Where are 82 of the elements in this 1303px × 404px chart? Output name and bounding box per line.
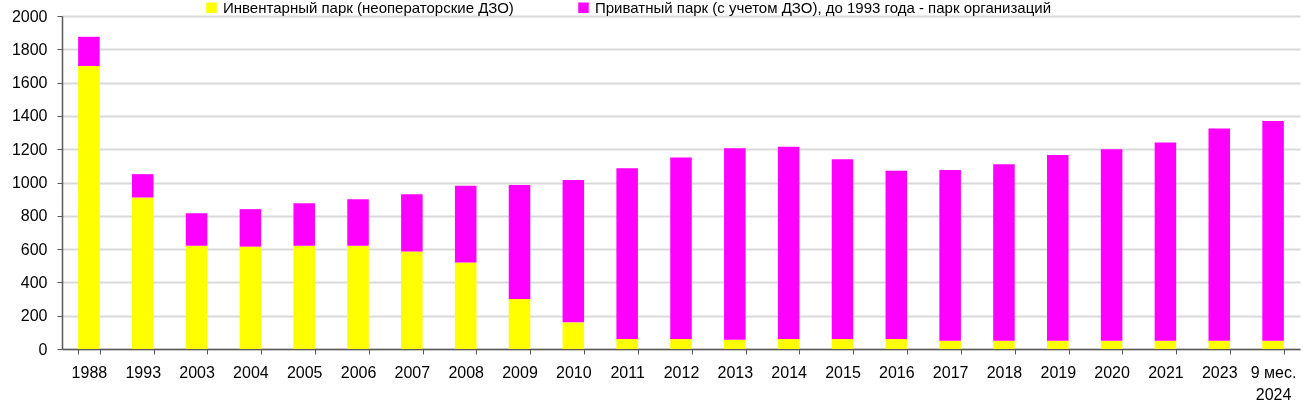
x-tick-label: 2003 (179, 363, 215, 381)
bar (293, 245, 315, 349)
bar (347, 199, 369, 246)
y-tick-label: 1200 (11, 140, 48, 158)
bar (185, 213, 208, 246)
y-tick-label: 800 (20, 207, 48, 225)
bar (1154, 340, 1177, 349)
legend-label: Приватный парк (с учетом ДЗО), до 1993 года - парк организаций (595, 0, 1052, 16)
x-tick-label: 2005 (286, 363, 323, 381)
x-tick-label: 2004 (233, 363, 269, 381)
x-tick-label: 9 мес. 2024 (1250, 363, 1297, 403)
x-tick-label: 2020 (1094, 363, 1131, 381)
bar (508, 299, 531, 349)
x-tick-label: 2016 (879, 363, 915, 381)
y-tick-label: 0 (38, 340, 48, 358)
bar (1100, 340, 1123, 349)
bar (939, 340, 961, 349)
bar (239, 209, 262, 247)
bar (670, 339, 692, 349)
bar (1047, 155, 1069, 341)
bar (239, 246, 262, 349)
x-tick-label: 2018 (986, 363, 1023, 381)
bar (562, 180, 585, 323)
x-tick-label: 2010 (556, 363, 592, 381)
bar (939, 170, 961, 341)
bar (131, 174, 154, 198)
bar (131, 197, 154, 349)
bar (1100, 149, 1123, 341)
bar (78, 65, 100, 349)
x-tick-label: 2023 (1201, 363, 1238, 381)
x-tick-label: 2006 (340, 363, 377, 381)
legend-label: Инвентарный парк (неоператорские ДЗО) (223, 0, 514, 16)
y-tick-label: 1600 (11, 74, 48, 92)
bar (885, 170, 908, 340)
x-tick-label: 2008 (448, 363, 485, 381)
bar (885, 339, 908, 349)
bar (401, 251, 423, 349)
y-tick-label: 1000 (11, 174, 48, 191)
bar (1208, 128, 1231, 341)
bar (831, 339, 854, 349)
bar (993, 164, 1015, 341)
x-tick-label: 1988 (71, 363, 108, 381)
bar (777, 146, 800, 340)
x-tick-label: 2013 (717, 363, 754, 381)
bar (293, 203, 315, 246)
bar (993, 340, 1015, 349)
y-tick-label: 600 (20, 240, 48, 258)
bar (1208, 340, 1231, 349)
x-tick-label: 2014 (771, 363, 808, 381)
bar (670, 157, 692, 340)
bar (616, 168, 638, 340)
bar (831, 159, 854, 340)
y-tick-label: 2000 (11, 7, 48, 25)
bar (401, 194, 423, 252)
x-tick-label: 2012 (663, 363, 700, 381)
bar (508, 185, 531, 300)
bar (1154, 142, 1177, 341)
bar (454, 262, 477, 349)
bar (724, 339, 746, 349)
y-tick-label: 1800 (11, 40, 48, 58)
bar (724, 148, 746, 340)
bar (777, 339, 800, 349)
y-tick-label: 1400 (11, 107, 48, 125)
bar (562, 322, 585, 349)
bar (616, 339, 638, 349)
x-tick-label: 2019 (1040, 363, 1077, 381)
x-tick-label: 1993 (125, 363, 162, 381)
bar (1262, 120, 1284, 341)
x-tick-label: 2021 (1148, 363, 1184, 381)
bar (1262, 340, 1284, 349)
x-tick-label: 2015 (825, 363, 861, 381)
y-tick-label: 400 (20, 273, 48, 291)
x-tick-label: 2007 (394, 363, 431, 381)
bar (185, 245, 208, 349)
x-tick-label: 2017 (932, 363, 969, 381)
y-tick-label: 200 (20, 307, 48, 325)
x-tick-label: 2009 (502, 363, 538, 381)
x-tick-label: 2011 (610, 363, 645, 381)
bar (347, 245, 369, 349)
bar (454, 185, 477, 263)
bar (1047, 340, 1069, 349)
bar (78, 36, 100, 66)
